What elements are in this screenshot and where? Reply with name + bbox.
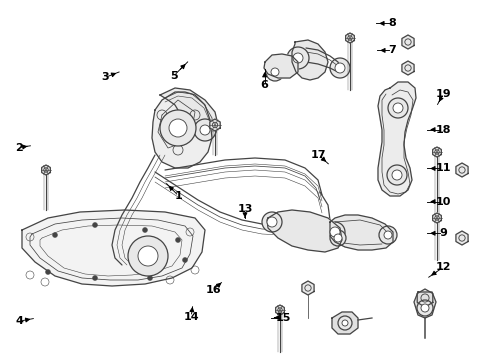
Circle shape <box>388 98 408 118</box>
Circle shape <box>421 304 429 312</box>
Polygon shape <box>276 305 284 315</box>
Text: 17: 17 <box>311 150 326 160</box>
Text: 13: 13 <box>237 204 253 214</box>
Polygon shape <box>160 88 218 140</box>
Polygon shape <box>456 163 468 177</box>
Circle shape <box>271 68 279 76</box>
Text: 10: 10 <box>436 197 451 207</box>
Polygon shape <box>42 165 50 175</box>
Text: 8: 8 <box>388 18 396 28</box>
Text: 7: 7 <box>388 45 396 55</box>
Polygon shape <box>330 215 393 250</box>
Polygon shape <box>152 92 212 168</box>
Text: 12: 12 <box>436 262 451 272</box>
Polygon shape <box>456 231 468 245</box>
Polygon shape <box>433 213 441 223</box>
Polygon shape <box>378 82 416 196</box>
Circle shape <box>334 234 342 242</box>
Circle shape <box>392 170 402 180</box>
Circle shape <box>338 316 352 330</box>
Circle shape <box>267 217 277 227</box>
Polygon shape <box>22 210 205 286</box>
Text: 6: 6 <box>261 80 269 90</box>
Circle shape <box>417 300 433 316</box>
Circle shape <box>46 270 50 274</box>
Text: 15: 15 <box>275 312 291 323</box>
Polygon shape <box>417 289 433 307</box>
Circle shape <box>293 53 303 63</box>
Text: 11: 11 <box>436 163 451 174</box>
Circle shape <box>143 228 147 233</box>
Circle shape <box>262 212 282 232</box>
Circle shape <box>287 47 309 69</box>
Circle shape <box>128 236 168 276</box>
Circle shape <box>138 246 158 266</box>
Circle shape <box>182 257 188 262</box>
Circle shape <box>379 226 397 244</box>
Polygon shape <box>414 292 436 318</box>
Text: 9: 9 <box>440 228 447 238</box>
Circle shape <box>330 230 346 246</box>
Text: 5: 5 <box>170 71 178 81</box>
Polygon shape <box>264 54 298 78</box>
Text: 19: 19 <box>436 89 451 99</box>
Circle shape <box>387 165 407 185</box>
Circle shape <box>169 119 187 137</box>
Circle shape <box>335 63 345 73</box>
Text: 2: 2 <box>15 143 23 153</box>
Circle shape <box>330 58 350 78</box>
Polygon shape <box>402 35 414 49</box>
Polygon shape <box>302 281 314 295</box>
Circle shape <box>93 222 98 228</box>
Polygon shape <box>267 210 342 252</box>
Circle shape <box>393 103 403 113</box>
Circle shape <box>342 320 348 326</box>
Circle shape <box>330 227 340 237</box>
Polygon shape <box>433 147 441 157</box>
Text: 14: 14 <box>183 312 199 322</box>
Circle shape <box>175 238 180 243</box>
Text: 3: 3 <box>101 72 109 82</box>
Polygon shape <box>402 61 414 75</box>
Circle shape <box>52 233 57 238</box>
Text: 4: 4 <box>16 316 24 326</box>
Text: 1: 1 <box>175 191 183 201</box>
Circle shape <box>325 222 345 242</box>
Polygon shape <box>332 312 358 334</box>
Circle shape <box>200 125 210 135</box>
Circle shape <box>147 275 152 280</box>
Circle shape <box>160 110 196 146</box>
Circle shape <box>384 231 392 239</box>
Text: 16: 16 <box>205 285 221 295</box>
Circle shape <box>93 275 98 280</box>
Polygon shape <box>345 33 354 43</box>
Text: 18: 18 <box>436 125 451 135</box>
Polygon shape <box>292 40 328 80</box>
Circle shape <box>194 119 216 141</box>
Circle shape <box>266 63 284 81</box>
Polygon shape <box>210 119 220 131</box>
